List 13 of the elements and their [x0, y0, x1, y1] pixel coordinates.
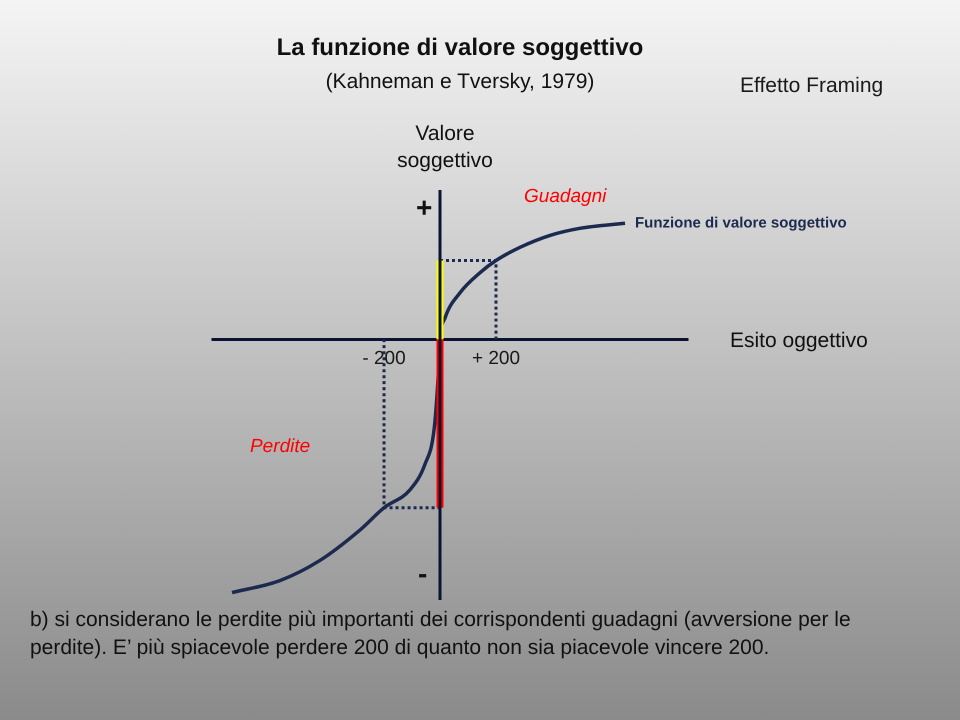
chart-title: La funzione di valore soggettivo [276, 34, 644, 62]
x-axis-title: Esito oggettivo [730, 329, 868, 353]
text: Guadagni [524, 186, 606, 208]
x-tick-label: + 200 [472, 348, 520, 369]
annotation: Perdite [250, 436, 310, 458]
y-axis-title: Valore soggettivo [396, 121, 494, 174]
text: + [416, 192, 432, 224]
series-label: Funzione di valore soggettivo [635, 214, 847, 232]
text: Effetto Framing [740, 74, 884, 98]
annotation: - [418, 558, 428, 590]
text: b) si considerano le perdite più importanti dei corrispondenti guadagni (avversione per le perdite). E’ più spiacevole perdere 200 di quanto non sia piacevole vincere 200. [30, 607, 852, 662]
chart-subtitle: (Kahneman e Tversky, 1979) [326, 70, 594, 93]
x-tick-label: - 200 [362, 348, 406, 369]
